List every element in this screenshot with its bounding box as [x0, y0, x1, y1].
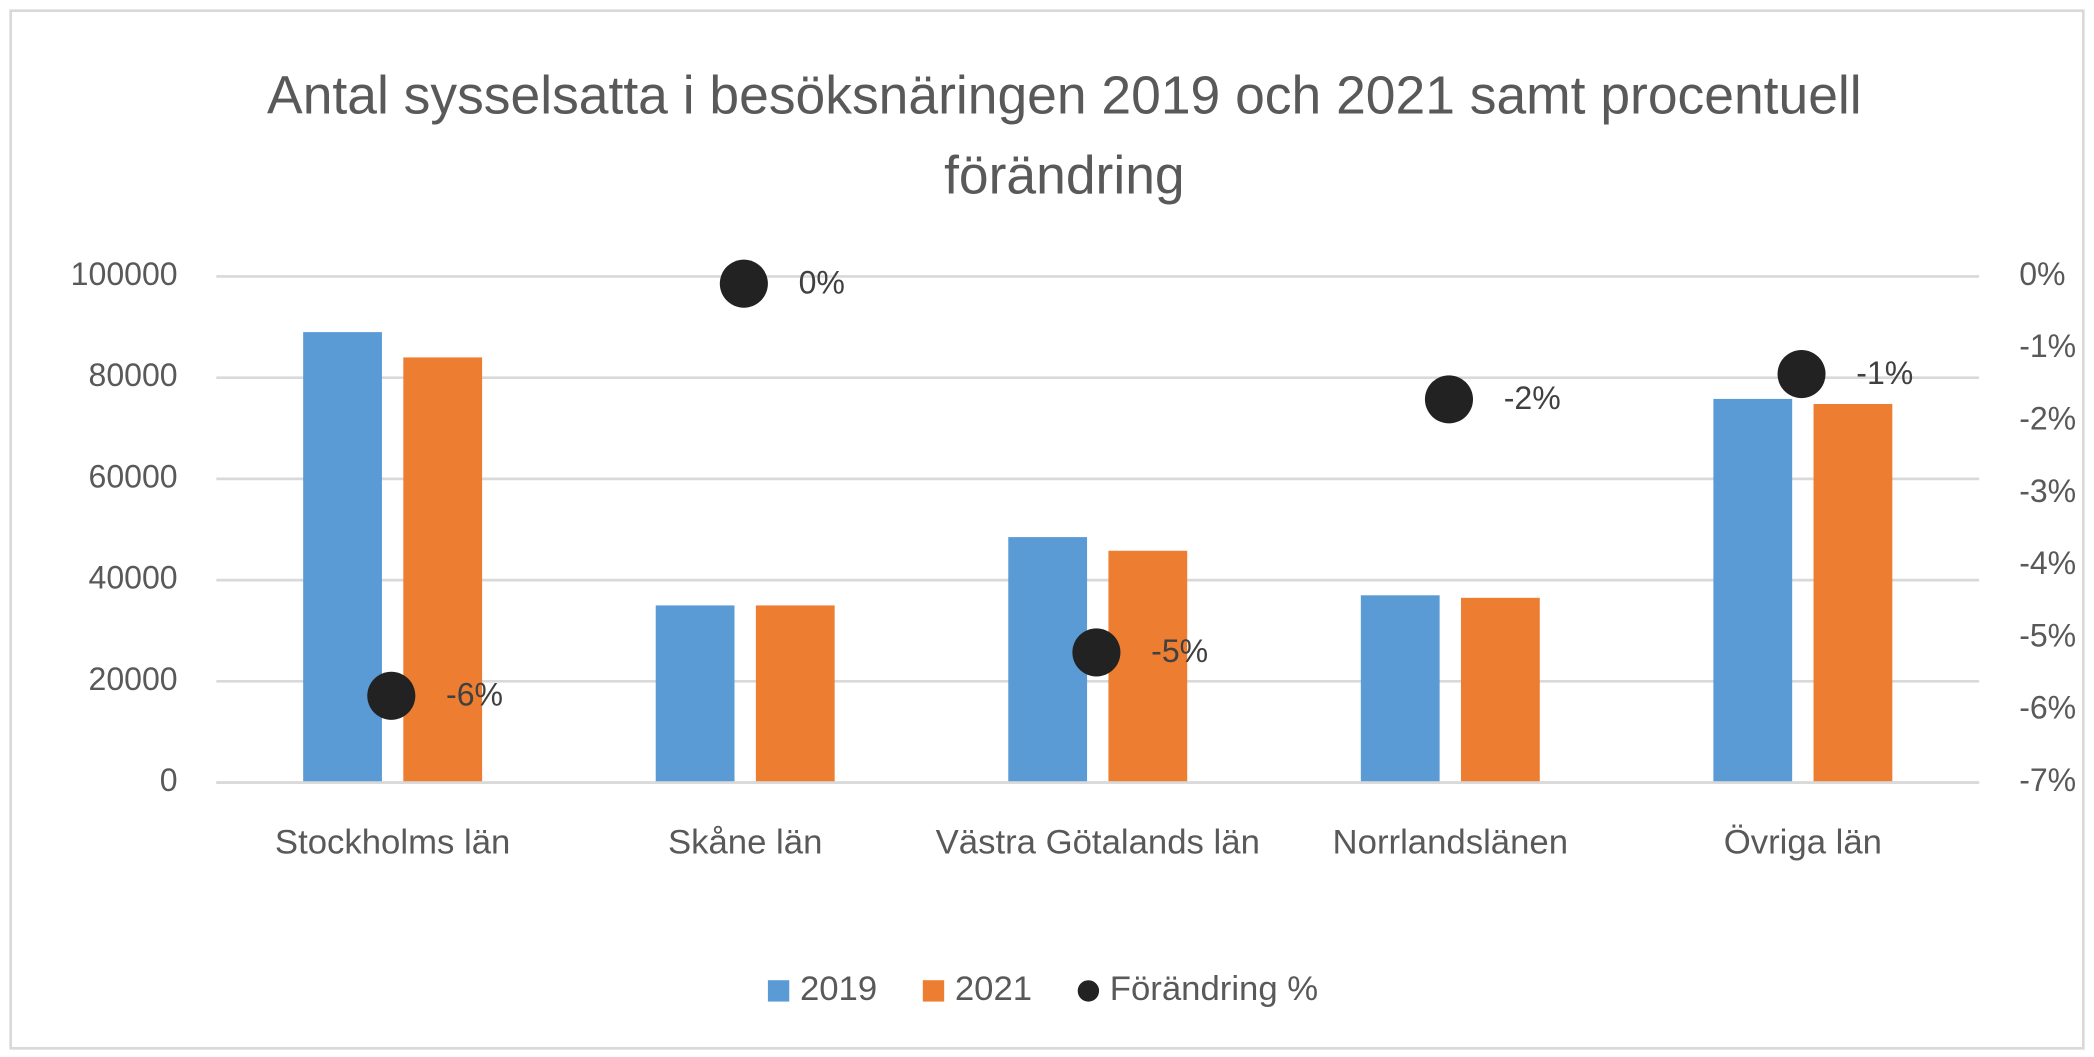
point — [1777, 350, 1826, 399]
y-tick-label: 60000 — [89, 458, 178, 494]
legend-swatch — [767, 980, 790, 1002]
y2-tick-label: -6% — [2019, 690, 2076, 726]
data-label: -6% — [446, 677, 503, 713]
x-tick-label-box: Skåne län — [667, 821, 823, 862]
y2-tick-label: -2% — [2019, 401, 2076, 437]
chart-title: Antal sysselsatta i besöksnäringen 2019 … — [267, 66, 1862, 206]
y-tick-label: 0 — [160, 762, 178, 798]
bar — [1813, 403, 1893, 783]
point — [1072, 628, 1121, 677]
y2-tick-label: -5% — [2019, 617, 2076, 653]
bar — [1108, 550, 1188, 783]
x-tick-label: Västra Götalands län — [935, 821, 1260, 862]
data-label: -5% — [1151, 633, 1208, 669]
bar — [403, 357, 483, 783]
point — [719, 259, 768, 308]
x-tick-label: Stockholms län — [274, 821, 511, 862]
legend-swatch — [922, 980, 945, 1002]
x-tick-label: Övriga län — [1723, 821, 1882, 862]
legend-label: Förändring % — [1110, 970, 1318, 1008]
chart-title-box: Antal sysselsatta i besöksnäringen 2019 … — [267, 66, 1862, 206]
bar — [655, 605, 735, 783]
y-tick-label: 20000 — [89, 661, 178, 697]
x-tick-label: Skåne län — [667, 821, 823, 862]
x-tick-label-box: Norrlandslänen — [1332, 821, 1569, 862]
point — [1424, 375, 1474, 424]
bar — [755, 605, 835, 783]
y-tick-label: 80000 — [89, 357, 178, 393]
legend-label: 2019 — [800, 970, 877, 1008]
data-label: 0% — [799, 264, 845, 300]
data-label: -1% — [1856, 355, 1913, 391]
x-tick-label-box: Västra Götalands län — [935, 821, 1260, 862]
y-tick-label: 100000 — [71, 256, 178, 292]
bar — [303, 332, 382, 783]
y2-tick-label: -4% — [2019, 545, 2076, 581]
y2-tick-label: -7% — [2019, 762, 2076, 798]
y2-tick-label: -1% — [2019, 328, 2076, 364]
legend-swatch — [1077, 980, 1100, 1002]
x-tick-label: Norrlandslänen — [1332, 821, 1569, 862]
legend-label: 2021 — [955, 970, 1032, 1008]
bar — [1360, 595, 1440, 783]
x-tick-label-box: Övriga län — [1723, 821, 1882, 862]
point — [367, 671, 416, 720]
y-tick-label: 40000 — [89, 560, 178, 596]
y2-tick-label: -3% — [2019, 473, 2076, 509]
bar — [1713, 398, 1793, 783]
data-label: -2% — [1504, 380, 1561, 416]
bar — [1460, 597, 1540, 783]
y2-tick-label: 0% — [2019, 256, 2065, 292]
x-tick-label-box: Stockholms län — [274, 821, 511, 862]
